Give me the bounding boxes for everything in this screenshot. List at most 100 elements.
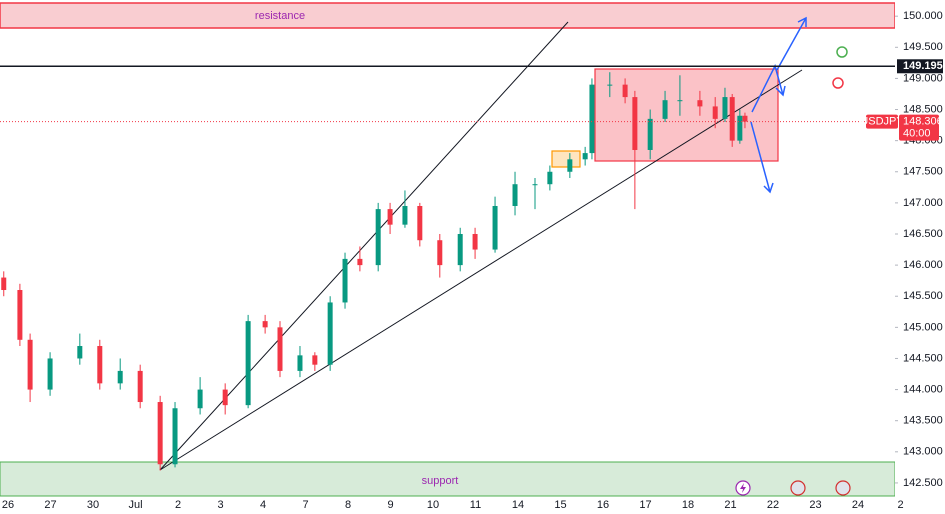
- x-tick-label: 22: [767, 499, 779, 511]
- x-tick-label: 14: [512, 499, 524, 511]
- y-tick-label: 146.000: [903, 259, 943, 271]
- candle-body: [262, 321, 268, 328]
- x-tick-label: 21: [724, 499, 736, 511]
- candle-body: [417, 205, 423, 241]
- candle-body: [632, 97, 638, 150]
- candle-body: [297, 355, 303, 371]
- arrow-head: [775, 85, 786, 97]
- candle-body: [582, 153, 588, 160]
- y-tick-label: 144.500: [903, 352, 943, 364]
- x-tick-label: 24: [852, 499, 864, 511]
- arrow-head: [797, 16, 807, 27]
- arrow-path: [750, 121, 771, 193]
- y-tick-label: 147.500: [903, 166, 943, 178]
- price-axis: [895, 0, 945, 514]
- candle-body: [512, 184, 518, 206]
- candle-body: [27, 339, 33, 390]
- candle-body: [117, 370, 123, 384]
- x-tick-label: 9: [387, 499, 393, 511]
- candle-body: [375, 209, 381, 266]
- x-tick-label: 2: [897, 499, 903, 511]
- candle-body: [197, 389, 203, 409]
- y-tick-label: 150.000: [903, 10, 943, 22]
- candle-body: [737, 115, 743, 141]
- y-tick-label: 142.500: [903, 477, 943, 489]
- y-tick-label: 145.000: [903, 321, 943, 333]
- candle-body: [567, 159, 573, 172]
- y-tick-label: 149.500: [903, 41, 943, 53]
- symbol-label: USDJPY: [860, 116, 904, 128]
- y-tick-label: 149.000: [903, 72, 943, 84]
- candle-body: [532, 184, 538, 186]
- candle-body: [742, 115, 748, 122]
- x-tick-label: 15: [554, 499, 566, 511]
- marker: [832, 77, 844, 89]
- candle-body: [97, 346, 103, 384]
- range-box: [594, 68, 779, 162]
- candle-body: [17, 290, 23, 340]
- candle-body: [697, 100, 703, 107]
- x-tick-label: 10: [427, 499, 439, 511]
- price-tag: [899, 114, 939, 141]
- x-tick-label: 4: [260, 499, 266, 511]
- candle-body: [492, 205, 498, 250]
- y-tick-label: 147.000: [903, 197, 943, 209]
- arrow-head: [763, 182, 774, 194]
- candle-body: [437, 240, 443, 266]
- candle-body: [589, 84, 595, 154]
- y-tick-label: 145.500: [903, 290, 943, 302]
- candle-body: [677, 100, 683, 102]
- candle-body: [457, 233, 463, 266]
- x-tick-label: 3: [217, 499, 223, 511]
- candle-body: [157, 402, 163, 465]
- candle-body: [712, 106, 718, 119]
- event-icon: [740, 483, 746, 493]
- event-flag[interactable]: [835, 480, 851, 496]
- x-tick-label: 18: [682, 499, 694, 511]
- y-tick-label: 148.500: [903, 103, 943, 115]
- x-tick-label: 27: [44, 499, 56, 511]
- symbol-tag: [866, 114, 898, 129]
- arrow-path: [776, 17, 807, 71]
- x-tick-label: 8: [345, 499, 351, 511]
- candle-body: [547, 171, 553, 185]
- candle-body: [312, 355, 318, 365]
- candle-body: [137, 370, 143, 403]
- x-tick-label: 30: [87, 499, 99, 511]
- candle-body: [472, 233, 478, 250]
- candle-body: [622, 84, 628, 98]
- candle-body: [277, 327, 283, 371]
- x-tick-label: 17: [639, 499, 651, 511]
- event-flag[interactable]: [790, 480, 806, 496]
- marker: [836, 46, 848, 58]
- candle-body: [327, 302, 333, 365]
- candle-body: [662, 100, 668, 119]
- candle-body: [722, 97, 728, 119]
- candles: [1, 72, 748, 471]
- candle-body: [342, 258, 348, 303]
- candle-body: [245, 321, 251, 406]
- consolidation-box: [551, 150, 581, 168]
- candle-body: [607, 84, 613, 86]
- candle-body: [647, 118, 653, 150]
- candle-body: [222, 389, 228, 406]
- price-label: 148.306: [903, 116, 943, 128]
- y-tick-label: 143.500: [903, 415, 943, 427]
- trend-line: [159, 69, 803, 471]
- y-tick-label: 144.000: [903, 383, 943, 395]
- trend-line: [159, 21, 569, 471]
- x-tick-label: 26: [2, 499, 14, 511]
- candle-body: [172, 408, 178, 465]
- level-label: 149.195: [903, 60, 943, 72]
- candle-body: [47, 358, 53, 390]
- zone-label: support: [422, 475, 459, 487]
- candle-body: [387, 209, 393, 225]
- x-tick-label: 23: [809, 499, 821, 511]
- x-tick-label: 7: [302, 499, 308, 511]
- candle-body: [402, 205, 408, 225]
- x-tick-label: 11: [470, 499, 481, 511]
- candle-body: [77, 346, 83, 359]
